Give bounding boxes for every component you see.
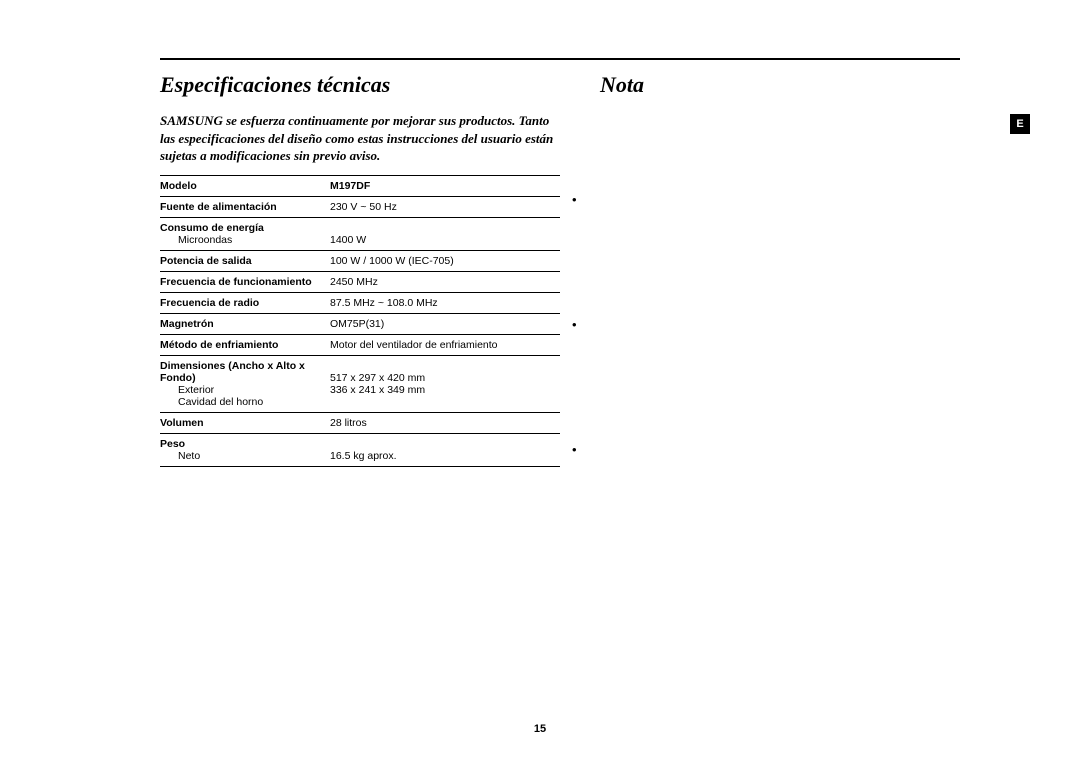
left-column: Especificaciones técnicas SAMSUNG se esf… (160, 72, 560, 467)
note-bullets: • • • (572, 192, 577, 567)
spec-label: Consumo de energía Microondas (160, 217, 330, 250)
spec-label: Modelo (160, 175, 330, 196)
two-column-layout: Especificaciones técnicas SAMSUNG se esf… (160, 72, 960, 467)
spec-value: Motor del ventilador de enfriamiento (330, 334, 560, 355)
spec-value: 230 V ~ 50 Hz (330, 196, 560, 217)
bullet-icon: • (572, 192, 577, 207)
page-number: 15 (0, 723, 1080, 735)
spec-value: 87.5 MHz ~ 108.0 MHz (330, 292, 560, 313)
spec-label: Peso Neto (160, 433, 330, 466)
table-row: Magnetrón OM75P(31) (160, 313, 560, 334)
top-rule (160, 58, 960, 60)
table-row: Fuente de alimentación 230 V ~ 50 Hz (160, 196, 560, 217)
spec-value: 517 x 297 x 420 mm 336 x 241 x 349 mm (330, 355, 560, 412)
spec-value: 28 litros (330, 412, 560, 433)
language-badge: E (1010, 114, 1030, 134)
table-row: Método de enfriamiento Motor del ventila… (160, 334, 560, 355)
manual-page: Especificaciones técnicas SAMSUNG se esf… (0, 0, 1080, 763)
table-row: Consumo de energía Microondas 1400 W (160, 217, 560, 250)
spec-label: Fuente de alimentación (160, 196, 330, 217)
label-text: Fondo) (160, 372, 196, 384)
spec-label: Frecuencia de funcionamiento (160, 271, 330, 292)
spec-value: OM75P(31) (330, 313, 560, 334)
sub-label: Exterior (160, 384, 324, 396)
value-text: 16.5 kg aprox. (330, 450, 397, 462)
table-row: Volumen 28 litros (160, 412, 560, 433)
right-column: Nota E • • • (600, 72, 960, 467)
model-value: M197DF (330, 180, 370, 192)
spec-value: M197DF (330, 175, 560, 196)
value-text: 517 x 297 x 420 mm (330, 372, 425, 384)
section-title-specs: Especificaciones técnicas (160, 72, 560, 98)
spec-label: Volumen (160, 412, 330, 433)
value-text: 1400 W (330, 234, 366, 246)
sub-label: Microondas (160, 234, 324, 246)
spec-label: Magnetrón (160, 313, 330, 334)
label-text: Peso (160, 438, 185, 450)
table-row: Frecuencia de radio 87.5 MHz ~ 108.0 MHz (160, 292, 560, 313)
table-row: Frecuencia de funcionamiento 2450 MHz (160, 271, 560, 292)
sub-label: Neto (160, 450, 324, 462)
spec-label: Frecuencia de radio (160, 292, 330, 313)
spec-value: 2450 MHz (330, 271, 560, 292)
table-row: Potencia de salida 100 W / 1000 W (IEC-7… (160, 250, 560, 271)
section-title-nota: Nota (600, 72, 960, 98)
label-text: Consumo de energía (160, 222, 264, 234)
table-row: Modelo M197DF (160, 175, 560, 196)
intro-paragraph: SAMSUNG se esfuerza continuamente por me… (160, 112, 560, 165)
spec-value: 100 W / 1000 W (IEC-705) (330, 250, 560, 271)
label-text: Dimensiones (Ancho x Alto x (160, 360, 305, 372)
bullet-icon: • (572, 442, 577, 457)
spec-value: 1400 W (330, 217, 560, 250)
spec-table: Modelo M197DF Fuente de alimentación 230… (160, 175, 560, 467)
table-row: Peso Neto 16.5 kg aprox. (160, 433, 560, 466)
spec-value: 16.5 kg aprox. (330, 433, 560, 466)
table-row: Dimensiones (Ancho x Alto x Fondo) Exter… (160, 355, 560, 412)
spec-label: Método de enfriamiento (160, 334, 330, 355)
bullet-icon: • (572, 317, 577, 332)
sub-label: Cavidad del horno (160, 396, 324, 408)
spec-label: Potencia de salida (160, 250, 330, 271)
spec-label: Dimensiones (Ancho x Alto x Fondo) Exter… (160, 355, 330, 412)
value-text: 336 x 241 x 349 mm (330, 384, 425, 396)
